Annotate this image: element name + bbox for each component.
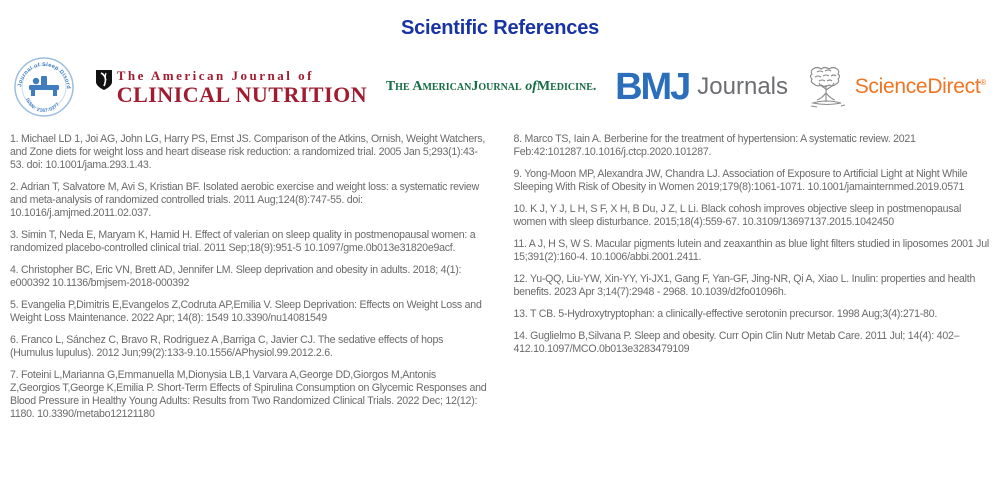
reference-item-11: 11. A J, H S, W S. Macular pigments lute…	[513, 238, 990, 264]
ajcn-logo: The American Journal of CLINICAL NUTRITI…	[95, 69, 367, 106]
reference-item-7: 7. Foteini L,Marianna G,Emmanuella M,Dio…	[10, 369, 487, 421]
reference-item-1: 1. Michael LD 1, Joi AG, John LG, Harry …	[10, 133, 486, 172]
reference-item-4: 4. Christopher BC, Eric VN, Brett AD, Je…	[10, 264, 462, 290]
ajcn-line2: CLINICAL NUTRITION	[116, 81, 368, 107]
references-left-column: 1. Michael LD 1, Joi AG, John LG, Harry …	[10, 133, 487, 430]
ajm-line1: The American	[385, 78, 472, 94]
ajm-logo: The American Journal of Medicine.	[385, 78, 597, 95]
elsevier-tree-icon	[809, 66, 845, 108]
bmj-wordmark: BMJ	[615, 65, 691, 108]
bmj-journals-logo: BMJ Journals	[615, 65, 789, 108]
reference-item-9: 9. Yong-Moon MP, Alexandra JW, Chandra L…	[513, 168, 968, 194]
page-title: Scientific References	[400, 17, 600, 39]
sleeping-bed-icon	[29, 76, 59, 96]
reference-item-12: 12. Yu-QQ, Liu-YW, Xin-YY, Yi-JX1, Gang …	[513, 273, 976, 299]
references-right-column: 8. Marco TS, Iain A. Berberine for the t…	[514, 133, 991, 430]
sleep-journal-seal-logo: Journal of Sleep Disorders & Therapy ISS…	[12, 55, 76, 119]
reference-item-8: 8. Marco TS, Iain A. Berberine for the t…	[513, 133, 916, 159]
reference-item-3: 3. Simin T, Neda E, Maryam K, Hamid H. E…	[10, 229, 476, 255]
sleep-journal-seal-icon: Journal of Sleep Disorders & Therapy ISS…	[12, 55, 74, 117]
ajcn-logo-text: The American Journal of CLINICAL NUTRITI…	[117, 69, 367, 106]
sciencedirect-trademark: ®	[980, 78, 986, 87]
reference-item-2: 2. Adrian T, Salvatore M, Avi S, Kristia…	[10, 181, 479, 220]
ajm-line2: Journal of	[471, 78, 537, 94]
reference-item-5: 5. Evangelia P,Dimitris E,Evangelos Z,Co…	[10, 299, 482, 325]
reference-item-13: 13. T CB. 5-Hydroxytryptophan: a clinica…	[513, 308, 938, 321]
bmj-journals-label: Journals	[697, 73, 789, 100]
ajcn-shield-icon	[95, 69, 112, 90]
reference-item-10: 10. K J, Y J, L H, S F, X H, B Du, J Z, …	[513, 203, 962, 229]
sciencedirect-wordmark: ScienceDirect®	[854, 75, 987, 98]
ajm-line3: Medicine.	[536, 78, 597, 94]
sciencedirect-logo: ScienceDirect®	[807, 65, 986, 109]
reference-item-6: 6. Franco L, Sánchez C, Bravo R, Rodrigu…	[10, 334, 444, 360]
journal-logos-row: Journal of Sleep Disorders & Therapy ISS…	[0, 55, 1000, 119]
references-section: 1. Michael LD 1, Joi AG, John LG, Harry …	[0, 133, 1000, 430]
ajcn-line1: The American Journal of	[116, 67, 314, 83]
reference-item-14: 14. Guglielmo B,Silvana P. Sleep and obe…	[513, 330, 960, 356]
